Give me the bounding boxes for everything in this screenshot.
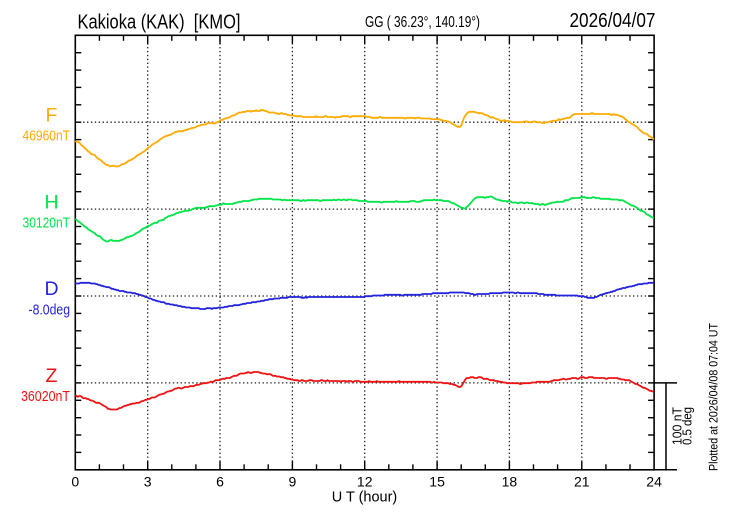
svg-text:D: D xyxy=(44,278,58,300)
svg-text:21: 21 xyxy=(574,474,590,490)
svg-text:0.5 deg: 0.5 deg xyxy=(680,407,695,445)
svg-text:H: H xyxy=(44,191,58,213)
svg-text:46960nT: 46960nT xyxy=(23,129,71,145)
svg-text:U T (hour): U T (hour) xyxy=(332,490,398,506)
svg-text:24: 24 xyxy=(646,474,662,490)
svg-text:F: F xyxy=(46,104,58,126)
svg-text:GG ( 36.23°, 140.19°): GG ( 36.23°, 140.19°) xyxy=(365,14,480,31)
svg-text:3: 3 xyxy=(144,474,152,490)
svg-text:9: 9 xyxy=(289,474,297,490)
svg-text:12: 12 xyxy=(357,474,373,490)
svg-text:Kakioka (KAK) [KMO]: Kakioka (KAK) [KMO] xyxy=(78,12,241,34)
svg-text:15: 15 xyxy=(429,474,445,490)
svg-text:-8.0deg: -8.0deg xyxy=(29,302,71,318)
svg-text:2026/04/07: 2026/04/07 xyxy=(570,10,656,32)
svg-text:18: 18 xyxy=(502,474,518,490)
svg-text:36020nT: 36020nT xyxy=(21,389,70,405)
svg-text:Plotted at 2026/04/08 07:04 UT: Plotted at 2026/04/08 07:04 UT xyxy=(709,323,721,471)
svg-text:30120nT: 30120nT xyxy=(23,215,71,231)
svg-text:6: 6 xyxy=(216,474,224,490)
svg-text:Z: Z xyxy=(46,365,58,387)
svg-text:0: 0 xyxy=(71,474,79,490)
svg-text:100 nT: 100 nT xyxy=(670,407,685,445)
